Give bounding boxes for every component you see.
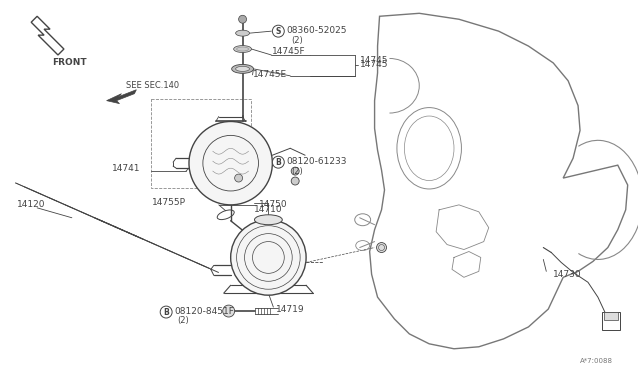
Circle shape: [235, 174, 243, 182]
Text: (2): (2): [291, 167, 303, 176]
Text: 14745F: 14745F: [273, 46, 306, 55]
Ellipse shape: [232, 64, 253, 73]
Text: 14719: 14719: [276, 305, 305, 314]
Circle shape: [291, 177, 299, 185]
Text: B: B: [275, 158, 281, 167]
Text: 08360-52025: 08360-52025: [286, 26, 347, 35]
Ellipse shape: [236, 66, 250, 71]
Circle shape: [189, 122, 273, 205]
Text: 14745: 14745: [360, 60, 388, 70]
Circle shape: [160, 306, 172, 318]
Text: (2): (2): [177, 317, 189, 326]
Text: (2): (2): [291, 36, 303, 45]
Text: S: S: [276, 27, 281, 36]
Text: 08120-8451F: 08120-8451F: [174, 307, 234, 315]
Text: A*7:0088: A*7:0088: [580, 358, 612, 364]
Ellipse shape: [255, 215, 282, 225]
Text: 14750: 14750: [259, 201, 287, 209]
Text: B: B: [163, 308, 169, 317]
Polygon shape: [31, 16, 64, 55]
Text: 14745E: 14745E: [253, 70, 287, 79]
Text: 14710: 14710: [253, 205, 282, 214]
Polygon shape: [370, 13, 628, 349]
Circle shape: [223, 305, 235, 317]
Text: FRONT: FRONT: [52, 58, 86, 67]
Text: 14120: 14120: [17, 201, 46, 209]
Circle shape: [291, 167, 299, 175]
Circle shape: [376, 243, 387, 253]
FancyBboxPatch shape: [602, 312, 620, 330]
Ellipse shape: [234, 45, 252, 52]
Circle shape: [273, 156, 284, 168]
Text: 14730: 14730: [553, 270, 582, 279]
Circle shape: [230, 220, 306, 295]
Circle shape: [273, 25, 284, 37]
Polygon shape: [107, 90, 136, 104]
Text: SEE SEC.140: SEE SEC.140: [127, 81, 180, 90]
Text: 14755P: 14755P: [152, 198, 186, 207]
Text: 08120-61233: 08120-61233: [286, 157, 347, 166]
Circle shape: [239, 15, 246, 23]
FancyBboxPatch shape: [604, 312, 618, 320]
Ellipse shape: [236, 30, 250, 36]
Ellipse shape: [397, 108, 461, 189]
Text: 14745: 14745: [360, 57, 388, 65]
Text: 14741: 14741: [111, 164, 140, 173]
